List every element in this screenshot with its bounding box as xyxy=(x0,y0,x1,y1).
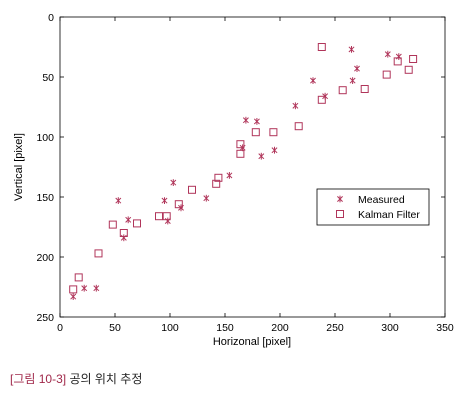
legend-box xyxy=(316,188,430,226)
measured-point xyxy=(354,65,360,72)
measured-point xyxy=(242,116,249,124)
measured-point xyxy=(93,284,100,292)
measured-point xyxy=(164,217,171,225)
measured-point xyxy=(271,146,278,154)
measured-point xyxy=(120,234,127,242)
measured-point xyxy=(384,50,391,58)
legend-marker-kalman xyxy=(336,210,344,218)
measured-point xyxy=(161,197,168,204)
x-tick-label: 350 xyxy=(436,322,454,334)
x-tick-label: 200 xyxy=(271,322,289,334)
measured-point xyxy=(226,172,233,179)
axis-ticks: 0 50 100 150 200 250 300 350 0 50 100 150 200 250 xyxy=(36,12,453,334)
y-axis-label: Vertical [pixel] xyxy=(13,133,25,201)
kalman-point xyxy=(133,219,141,228)
legend-label-kalman: Kalman Filter xyxy=(358,209,420,221)
kalman-point xyxy=(317,95,326,104)
kalman-point xyxy=(338,86,347,95)
x-tick-label: 300 xyxy=(381,322,399,334)
kalman-point xyxy=(393,57,402,66)
kalman-point xyxy=(236,140,245,149)
kalman-point xyxy=(119,229,128,237)
legend-marker-measured xyxy=(337,195,343,203)
y-tick-label: 200 xyxy=(36,252,54,264)
measured-point xyxy=(81,284,88,292)
data-points xyxy=(69,43,418,300)
legend-square-icon xyxy=(336,210,344,218)
kalman-point xyxy=(174,200,183,209)
measured-point xyxy=(258,152,265,160)
kalman-point xyxy=(404,65,413,74)
measured-point xyxy=(292,102,299,110)
kalman-point xyxy=(251,128,260,137)
caption-figure-number: [그림 10-3] xyxy=(10,372,67,386)
caption-text: 공의 위치 추정 xyxy=(69,372,143,386)
legend-asterisk-icon xyxy=(337,195,343,203)
kalman-point xyxy=(212,179,221,188)
kalman-point xyxy=(155,212,163,221)
measured-point xyxy=(349,77,356,84)
kalman-point xyxy=(214,173,223,182)
x-tick-label: 150 xyxy=(216,322,234,334)
kalman-point xyxy=(294,122,303,131)
x-axis-label: Horizonal [pixel] xyxy=(213,336,291,348)
kalman-point xyxy=(269,128,278,137)
kalman-point xyxy=(188,185,196,194)
figure-caption: [그림 10-3] 공의 위치 추정 xyxy=(10,370,142,387)
x-tick-label: 250 xyxy=(326,322,344,334)
x-tick-label: 50 xyxy=(109,322,121,334)
kalman-point xyxy=(236,149,245,158)
kalman-point xyxy=(382,70,391,79)
kalman-point xyxy=(409,55,418,63)
kalman-point xyxy=(94,249,103,258)
y-tick-label: 0 xyxy=(48,12,54,24)
scatter-chart: 0 50 100 150 200 250 300 350 0 50 100 150 200 250 Hor… xyxy=(13,12,454,348)
legend-label-measured: Measured xyxy=(358,194,405,206)
measured-point xyxy=(115,197,122,204)
measured-point xyxy=(310,77,316,84)
x-tick-label: 0 xyxy=(57,322,63,334)
measured-point xyxy=(70,293,77,300)
measured-point xyxy=(253,118,260,125)
kalman-point xyxy=(162,212,171,221)
measured-point xyxy=(203,194,210,202)
legend: Measured Kalman Filter xyxy=(316,188,430,226)
kalman-point xyxy=(74,273,83,282)
measured-point xyxy=(395,53,402,60)
kalman-point xyxy=(69,285,78,294)
kalman-point xyxy=(108,220,117,229)
measured-point xyxy=(348,46,355,53)
measured-point xyxy=(125,216,132,224)
kalman-point xyxy=(360,85,369,93)
y-tick-label: 50 xyxy=(42,72,54,84)
x-tick-label: 100 xyxy=(161,322,179,334)
measured-point xyxy=(170,179,177,186)
y-tick-label: 250 xyxy=(36,312,54,324)
kalman-point xyxy=(317,43,326,51)
plot-frame xyxy=(59,16,446,318)
y-tick-label: 100 xyxy=(36,132,54,144)
y-tick-label: 150 xyxy=(36,192,54,204)
